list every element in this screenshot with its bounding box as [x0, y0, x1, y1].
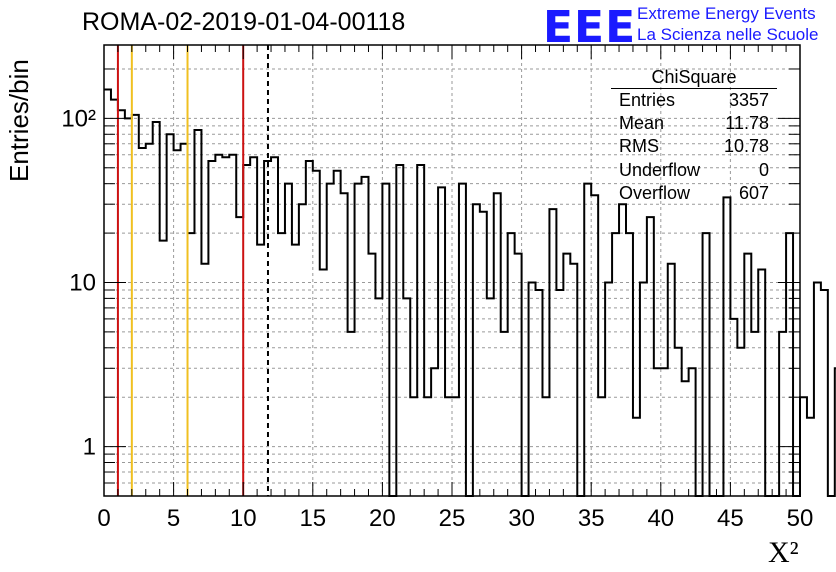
- x-tick-label: 15: [299, 505, 326, 532]
- x-tick-label: 20: [369, 505, 396, 532]
- chart-title: ROMA-02-2019-01-04-00118: [82, 8, 406, 36]
- stats-row-underflow: Underflow 0: [611, 159, 777, 182]
- stats-value: 10.78: [723, 136, 769, 157]
- y-axis-label: Entries/bin: [4, 59, 34, 182]
- logo-line-2: La Scienza nelle Scuole: [637, 25, 819, 44]
- stats-value: 0: [758, 159, 769, 180]
- stats-value: 607: [738, 182, 769, 203]
- stats-label: Underflow: [619, 159, 701, 180]
- x-tick-label: 25: [439, 505, 466, 532]
- stats-label: RMS: [619, 136, 659, 157]
- stats-row-entries: Entries 3357: [611, 89, 777, 112]
- stats-row-mean: Mean 11.78: [611, 112, 777, 135]
- x-tick-label: 5: [167, 505, 180, 532]
- stats-label: Mean: [619, 113, 665, 134]
- y-tick-label: 10: [69, 269, 96, 296]
- x-tick-label: 50: [787, 505, 814, 532]
- x-axis-label: X²: [768, 536, 799, 569]
- eee-logo: EEE: [543, 2, 637, 53]
- stats-label: Entries: [619, 90, 676, 110]
- stats-row-rms: RMS 10.78: [611, 135, 777, 158]
- x-tick-label: 10: [230, 505, 257, 532]
- stats-label: Overflow: [619, 182, 691, 203]
- x-tick-label: 0: [97, 505, 110, 532]
- stats-row-overflow: Overflow 607: [611, 182, 777, 205]
- stats-name: ChiSquare: [611, 66, 777, 89]
- stats-value: 11.78: [725, 113, 769, 134]
- x-tick-label: 40: [647, 505, 674, 532]
- x-tick-label: 45: [717, 505, 744, 532]
- x-tick-label: 35: [578, 505, 605, 532]
- y-tick-label: 10²: [61, 105, 96, 132]
- logo-line-1: Extreme Energy Events: [637, 4, 816, 23]
- x-tick-label: 30: [508, 505, 535, 532]
- y-tick-label: 1: [83, 434, 96, 461]
- stats-box: ChiSquare Entries 3357 Mean 11.78 RMS 10…: [611, 66, 777, 205]
- stats-value: 3357: [728, 90, 769, 110]
